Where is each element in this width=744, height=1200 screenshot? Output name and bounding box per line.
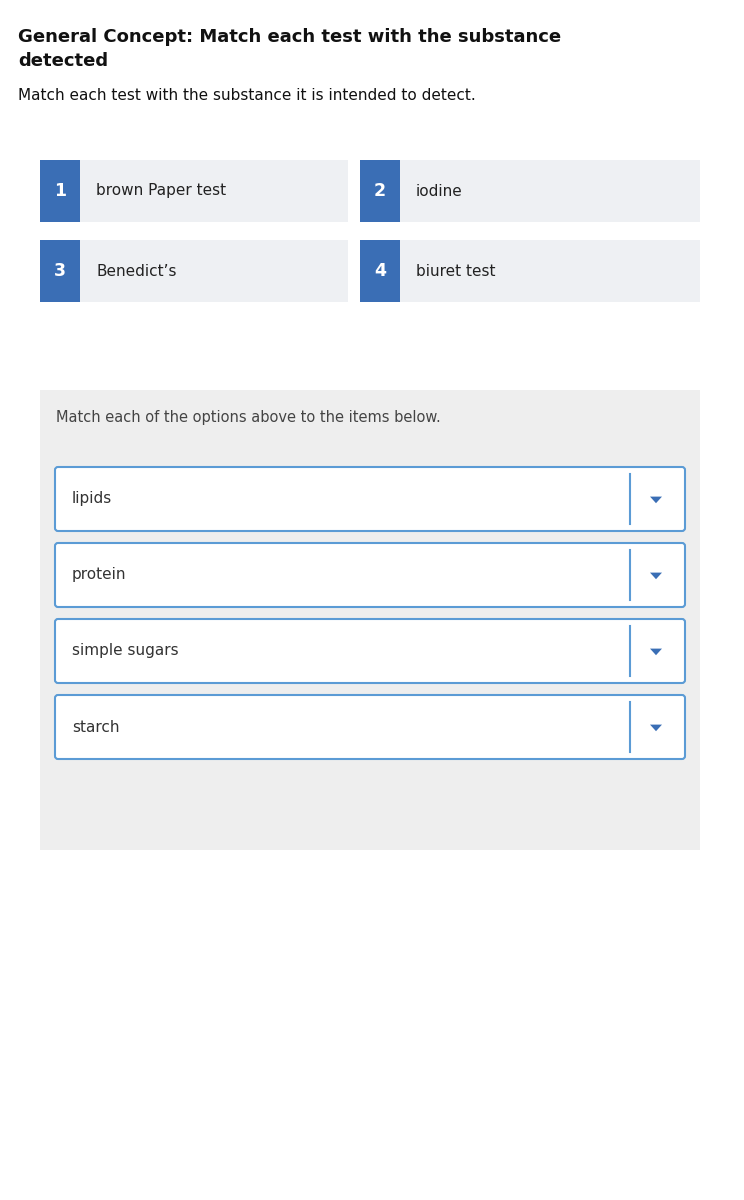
Polygon shape (650, 497, 662, 503)
FancyBboxPatch shape (40, 390, 700, 850)
Text: protein: protein (72, 568, 126, 582)
Text: lipids: lipids (72, 492, 112, 506)
Text: iodine: iodine (416, 184, 463, 198)
Text: 1: 1 (54, 182, 66, 200)
Text: brown Paper test: brown Paper test (96, 184, 226, 198)
Polygon shape (650, 648, 662, 655)
FancyBboxPatch shape (40, 240, 348, 302)
Text: Match each of the options above to the items below.: Match each of the options above to the i… (56, 410, 440, 425)
FancyBboxPatch shape (55, 695, 685, 758)
Text: 3: 3 (54, 262, 66, 280)
FancyBboxPatch shape (55, 467, 685, 530)
FancyBboxPatch shape (40, 240, 80, 302)
FancyBboxPatch shape (55, 542, 685, 607)
FancyBboxPatch shape (360, 240, 700, 302)
Text: simple sugars: simple sugars (72, 643, 179, 659)
FancyBboxPatch shape (40, 160, 80, 222)
Text: detected: detected (18, 52, 108, 70)
FancyBboxPatch shape (360, 160, 400, 222)
FancyBboxPatch shape (55, 619, 685, 683)
Polygon shape (650, 725, 662, 731)
Text: Match each test with the substance it is intended to detect.: Match each test with the substance it is… (18, 88, 475, 103)
Text: General Concept: Match each test with the substance: General Concept: Match each test with th… (18, 28, 561, 46)
Text: starch: starch (72, 720, 120, 734)
Text: 4: 4 (374, 262, 386, 280)
FancyBboxPatch shape (40, 160, 348, 222)
Text: 2: 2 (374, 182, 386, 200)
Text: biuret test: biuret test (416, 264, 496, 278)
FancyBboxPatch shape (360, 160, 700, 222)
FancyBboxPatch shape (360, 240, 400, 302)
Polygon shape (650, 572, 662, 580)
Text: Benedict’s: Benedict’s (96, 264, 176, 278)
